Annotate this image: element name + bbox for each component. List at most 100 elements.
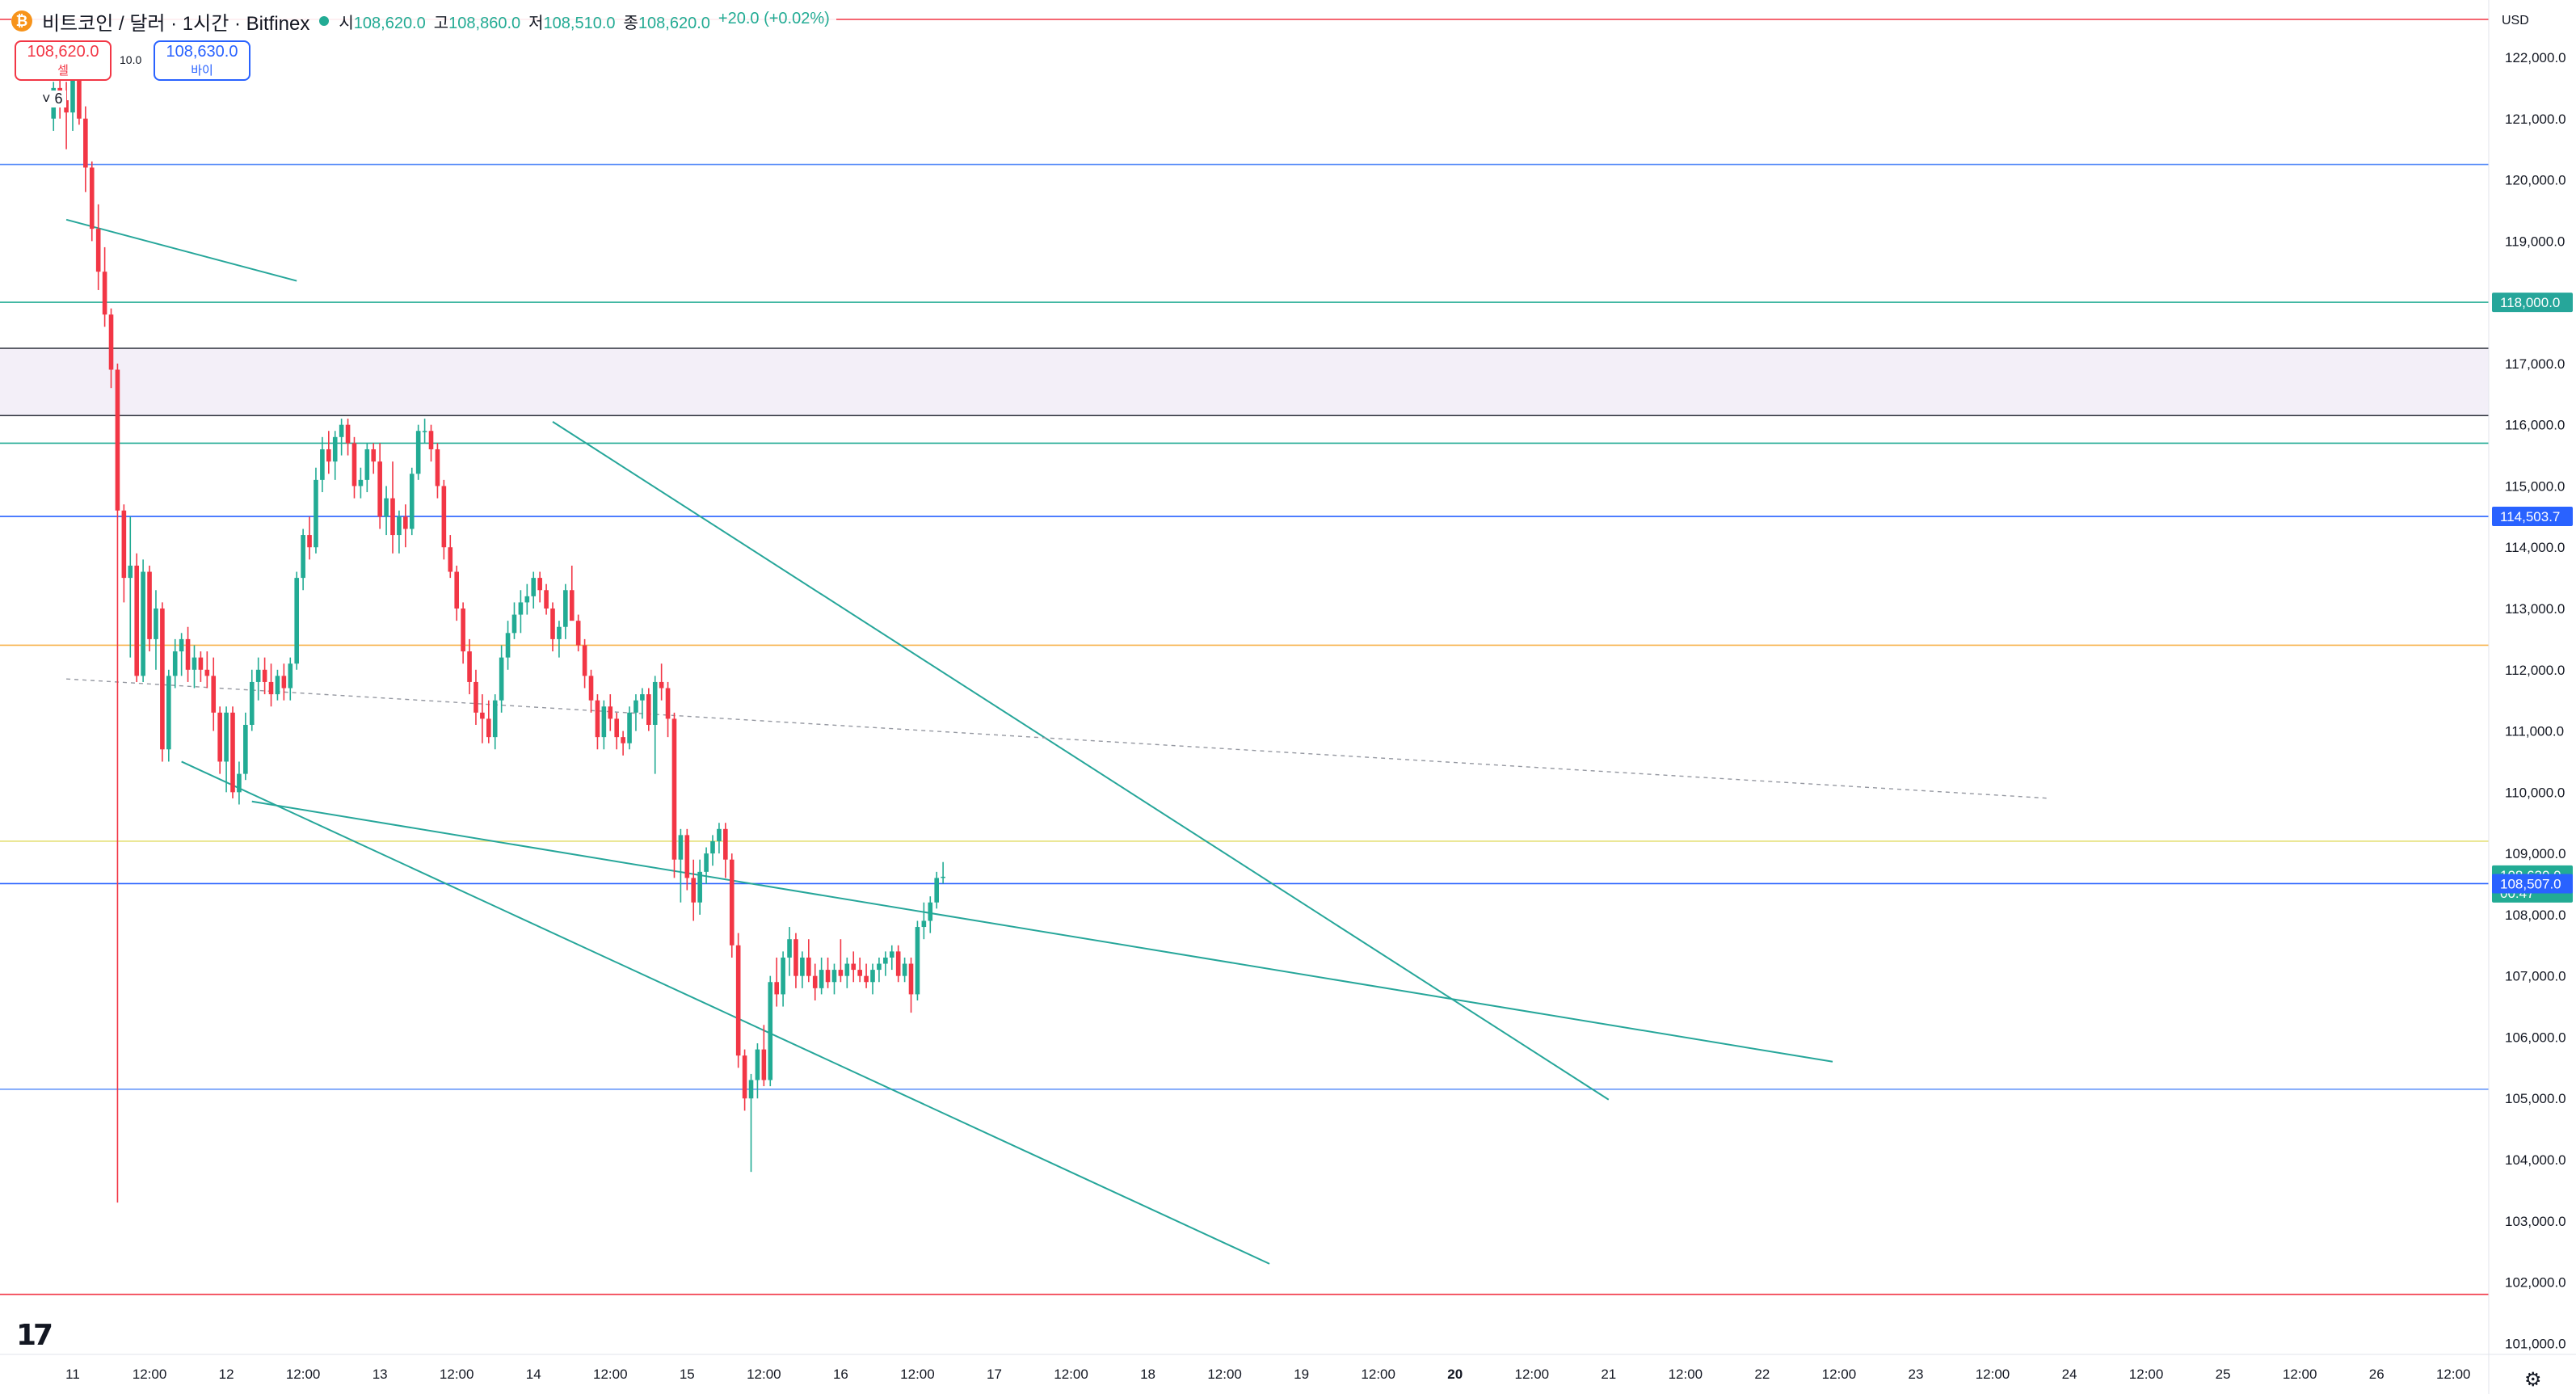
candle[interactable] [364, 443, 370, 493]
candle[interactable] [115, 363, 120, 1203]
candle[interactable] [608, 694, 613, 731]
candle[interactable] [320, 436, 325, 493]
settings-gear-icon[interactable]: ⚙ [2524, 1369, 2542, 1391]
candle[interactable] [511, 602, 517, 639]
candle[interactable] [537, 571, 542, 603]
candle[interactable] [230, 706, 235, 798]
candle[interactable] [505, 621, 511, 670]
candle[interactable] [877, 957, 882, 983]
candle[interactable] [844, 957, 850, 988]
candle[interactable] [774, 957, 779, 1007]
candle[interactable] [397, 510, 402, 554]
candle[interactable] [659, 663, 664, 701]
candle[interactable] [934, 871, 939, 909]
candle[interactable] [390, 461, 395, 554]
candle[interactable] [211, 657, 217, 731]
candle[interactable] [243, 712, 248, 781]
price-label[interactable]: 108,507.0 [2492, 874, 2573, 894]
candle[interactable] [755, 1043, 760, 1099]
candle[interactable] [198, 651, 204, 682]
candle[interactable] [249, 669, 255, 731]
candle[interactable] [441, 479, 447, 560]
candle[interactable] [742, 1049, 747, 1111]
candle[interactable] [141, 559, 145, 682]
candle[interactable] [83, 106, 88, 192]
price-label[interactable]: 114,503.7 [2492, 507, 2573, 527]
candle[interactable] [684, 828, 690, 891]
candle[interactable] [870, 963, 875, 995]
candle[interactable] [704, 847, 709, 885]
candle[interactable] [544, 583, 549, 615]
candle[interactable] [812, 963, 818, 1000]
trend-line[interactable] [552, 421, 1610, 1101]
candle[interactable] [89, 161, 95, 242]
candle[interactable] [179, 633, 184, 676]
candle[interactable] [461, 602, 465, 664]
candle[interactable] [748, 1073, 754, 1173]
candle[interactable] [262, 657, 267, 695]
tradingview-logo-icon[interactable]: 17 [16, 1319, 53, 1352]
candle[interactable] [108, 308, 114, 389]
candle[interactable] [524, 583, 530, 615]
candle[interactable] [480, 694, 485, 743]
candle[interactable] [781, 951, 785, 1007]
candle[interactable] [403, 504, 408, 548]
candle[interactable] [166, 669, 171, 762]
candle[interactable] [351, 436, 357, 499]
candle[interactable] [729, 853, 734, 958]
sell-button[interactable]: 108,620.0 셀 [15, 40, 112, 81]
candle[interactable] [928, 896, 933, 933]
candle[interactable] [793, 933, 798, 988]
candle[interactable] [288, 657, 293, 701]
candle[interactable] [281, 663, 287, 701]
candle[interactable] [154, 590, 158, 670]
candle[interactable] [492, 694, 498, 750]
indicator-toggle[interactable]: ˅ 6 [39, 91, 66, 107]
candle[interactable] [192, 645, 197, 689]
price-axis[interactable] [2489, 0, 2576, 1394]
candle[interactable] [889, 945, 894, 971]
candle[interactable] [614, 712, 619, 750]
candle[interactable] [652, 676, 658, 774]
candle[interactable] [671, 712, 677, 878]
candle[interactable] [345, 419, 351, 456]
candle[interactable] [409, 467, 415, 536]
trend-line[interactable] [181, 760, 1270, 1265]
candle[interactable] [134, 553, 139, 682]
candle[interactable] [454, 565, 459, 621]
candle[interactable] [857, 957, 862, 983]
buy-button[interactable]: 108,630.0 바이 [154, 40, 250, 81]
candle[interactable] [569, 565, 575, 621]
dashed-trend-line[interactable] [66, 678, 2051, 799]
candle[interactable] [678, 828, 684, 903]
candle[interactable] [883, 951, 888, 976]
candle[interactable] [531, 571, 537, 609]
candle[interactable] [422, 419, 427, 444]
candle[interactable] [557, 621, 562, 658]
candle[interactable] [908, 957, 914, 1013]
candle[interactable] [627, 706, 632, 750]
candle[interactable] [268, 663, 274, 707]
candle[interactable] [217, 706, 222, 774]
trend-line[interactable] [251, 800, 1833, 1063]
candle[interactable] [735, 933, 741, 1068]
candle[interactable] [902, 957, 907, 983]
candle[interactable] [415, 424, 421, 480]
candle[interactable] [761, 1025, 767, 1087]
candle[interactable] [435, 443, 440, 499]
candle[interactable] [921, 902, 927, 940]
candle[interactable] [601, 700, 607, 750]
candle[interactable] [550, 602, 555, 652]
candle[interactable] [595, 694, 600, 750]
candle[interactable] [147, 565, 152, 652]
trend-line[interactable] [65, 218, 297, 282]
candle[interactable] [371, 443, 377, 474]
candle[interactable] [787, 927, 792, 976]
candle[interactable] [582, 638, 587, 689]
candle[interactable] [204, 651, 210, 689]
candle[interactable] [800, 951, 805, 988]
candle[interactable] [237, 761, 242, 805]
candle[interactable] [275, 669, 280, 701]
candle[interactable] [95, 204, 101, 290]
